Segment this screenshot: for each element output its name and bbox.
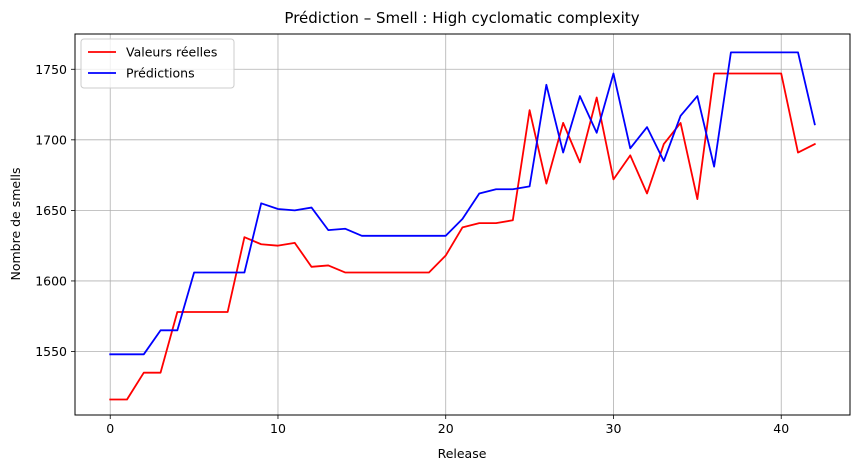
y-tick-label: 1600	[35, 273, 67, 288]
x-tick-label: 10	[270, 421, 286, 436]
y-tick-label: 1550	[35, 344, 67, 359]
chart-title: Prédiction – Smell : High cyclomatic com…	[284, 9, 639, 27]
series-line-0	[109, 72, 816, 401]
y-tick-label: 1750	[35, 62, 67, 77]
x-tick-label: 40	[773, 421, 789, 436]
legend: Valeurs réelles Prédictions	[80, 38, 235, 89]
x-tick-label: 20	[438, 421, 454, 436]
x-axis-label: Release	[438, 446, 487, 461]
legend-label-predictions: Prédictions	[126, 66, 195, 81]
x-tick-label: 30	[606, 421, 622, 436]
plot-background	[75, 34, 850, 415]
series-line-1	[109, 51, 816, 356]
x-tick-label: 0	[106, 421, 114, 436]
legend-label-valeurs-reelles: Valeurs réelles	[126, 45, 217, 60]
grid	[75, 34, 850, 415]
y-axis-label: Nombre de smells	[8, 167, 23, 280]
plot-frame	[74, 33, 851, 416]
y-tick-label: 1650	[35, 203, 67, 218]
legend-box	[80, 38, 235, 89]
ticks: 0 10 20 30 40 1550 1600 1650 1700 1750	[35, 62, 789, 436]
series-layer	[109, 51, 816, 401]
y-tick-label: 1700	[35, 132, 67, 147]
